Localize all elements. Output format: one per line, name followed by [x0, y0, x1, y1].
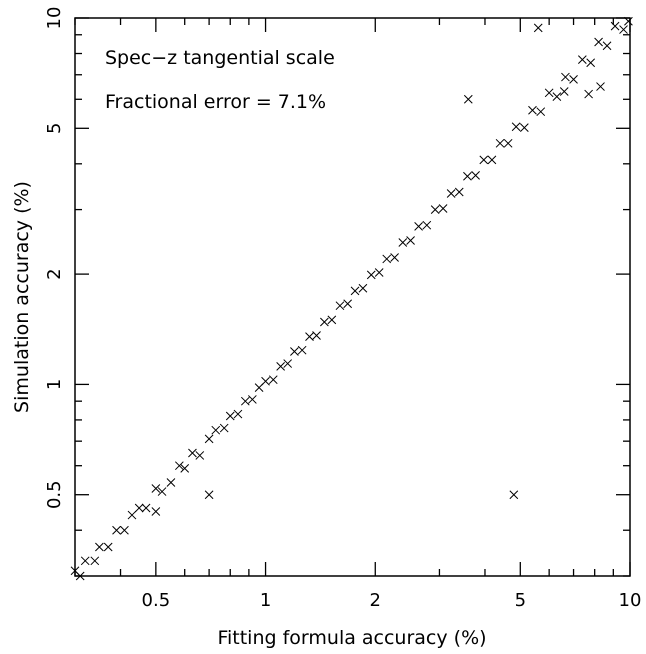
data-point: [503, 138, 513, 148]
data-point: [495, 138, 505, 148]
data-point: [180, 464, 190, 473]
data-point: [454, 187, 464, 197]
data-point: [586, 58, 596, 68]
data-point: [577, 55, 587, 64]
data-point: [414, 222, 423, 231]
data-point: [335, 301, 345, 311]
data-point: [174, 461, 184, 471]
data-point: [463, 94, 473, 104]
data-point: [430, 205, 440, 214]
data-point: [624, 16, 633, 26]
data-point: [594, 37, 603, 47]
data-point: [268, 375, 278, 385]
data-point: [204, 490, 214, 500]
data-point: [312, 331, 321, 340]
data-point: [166, 478, 176, 487]
data-point: [596, 82, 605, 91]
axis-ticks: 0.5 1 2 5 10 0.5 1 2 5 10: [44, 7, 641, 611]
data-point: [390, 253, 399, 262]
data-point: [95, 542, 104, 552]
data-point: [533, 23, 543, 33]
data-point: [406, 236, 415, 245]
data-point: [471, 171, 480, 180]
data-point: [382, 254, 392, 264]
data-point: [511, 122, 521, 132]
data-point: [80, 556, 90, 566]
data-point: [225, 411, 235, 421]
data-point: [248, 395, 257, 404]
data-point: [233, 409, 243, 419]
data-point: [544, 88, 554, 98]
data-point: [151, 507, 161, 516]
y-tick-label: 10: [44, 7, 65, 30]
data-point: [141, 503, 151, 513]
data-point: [151, 484, 161, 493]
data-point: [438, 204, 448, 213]
data-point: [350, 286, 360, 296]
data-point: [297, 345, 307, 355]
data-point: [584, 89, 593, 99]
x-tick-label: 5: [515, 590, 526, 611]
data-point: [610, 21, 620, 31]
data-point: [290, 347, 299, 356]
y-tick-label: 0.5: [44, 480, 65, 509]
data-point: [569, 75, 578, 84]
data-point: [559, 87, 569, 96]
data-point: [204, 434, 214, 444]
data-point: [509, 490, 519, 500]
data-point: [619, 25, 628, 34]
x-tick-label: 1: [260, 590, 271, 611]
x-tick-label: 2: [370, 590, 381, 611]
data-point: [157, 487, 167, 496]
plot-frame: [74, 17, 631, 577]
data-point: [103, 542, 113, 552]
data-point: [240, 396, 250, 406]
data-point: [366, 270, 376, 280]
data-point: [358, 283, 368, 293]
data-point: [487, 155, 497, 165]
data-points: [70, 16, 633, 581]
y-tick-label: 5: [44, 123, 65, 134]
data-point: [134, 503, 144, 513]
data-point: [112, 525, 121, 535]
data-point: [219, 423, 229, 433]
data-point: [552, 92, 562, 102]
data-point: [305, 332, 314, 342]
data-point: [127, 510, 137, 520]
data-point: [446, 189, 456, 198]
data-point: [320, 317, 329, 327]
data-point: [422, 220, 432, 230]
y-axis-title: Simulation accuracy (%): [11, 181, 33, 413]
annotation-title: Spec−z tangential scale: [105, 47, 335, 69]
data-point: [327, 315, 337, 325]
data-point: [536, 107, 546, 117]
data-point: [561, 72, 570, 82]
y-tick-label: 1: [44, 379, 65, 390]
x-tick-label: 10: [619, 590, 642, 611]
data-point: [602, 41, 612, 51]
x-axis-title: Fitting formula accuracy (%): [217, 627, 486, 649]
data-point: [398, 238, 408, 247]
data-point: [195, 451, 205, 460]
x-tick-label: 0.5: [142, 590, 171, 611]
data-point: [188, 448, 197, 458]
data-point: [528, 105, 537, 115]
data-point: [276, 362, 285, 371]
data-point: [261, 376, 270, 386]
data-point: [120, 525, 129, 535]
data-point: [520, 123, 529, 133]
data-point: [211, 425, 221, 435]
data-point: [343, 299, 353, 309]
data-point: [283, 359, 293, 368]
data-point: [90, 556, 100, 566]
data-point: [75, 571, 85, 581]
annotation-error: Fractional error = 7.1%: [105, 91, 326, 113]
data-point: [479, 155, 489, 165]
y-tick-label: 2: [44, 268, 65, 279]
data-point: [463, 171, 472, 181]
data-point: [374, 268, 384, 277]
